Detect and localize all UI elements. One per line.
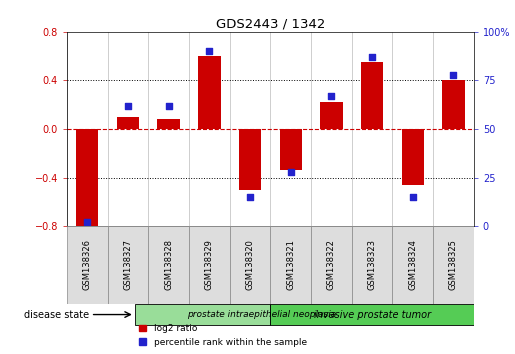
Point (409, 194, 417, 200)
Point (205, 48, 214, 54)
Point (165, 103, 173, 108)
Bar (320, 102, 342, 129)
Bar (76, 129, 98, 228)
Text: GSM138327: GSM138327 (124, 239, 132, 290)
Text: GSM138329: GSM138329 (205, 239, 214, 290)
Text: GSM138325: GSM138325 (449, 239, 458, 290)
Bar (239, 129, 261, 190)
Bar (392, 226, 433, 304)
Bar (442, 80, 465, 129)
Title: GDS2443 / 1342: GDS2443 / 1342 (216, 18, 325, 31)
Bar (230, 226, 270, 304)
Bar (67, 226, 108, 304)
Point (286, 169, 295, 175)
Bar (270, 304, 474, 325)
Point (449, 72, 458, 78)
Bar (108, 226, 148, 304)
Text: disease state: disease state (24, 309, 89, 320)
Point (246, 194, 254, 200)
Text: GSM138322: GSM138322 (327, 239, 336, 290)
Text: GSM138321: GSM138321 (286, 239, 295, 290)
Text: GSM138320: GSM138320 (246, 239, 254, 290)
Bar (135, 304, 270, 325)
Bar (352, 226, 392, 304)
Legend: log2 ratio, percentile rank within the sample: log2 ratio, percentile rank within the s… (139, 324, 307, 347)
Text: GSM138324: GSM138324 (408, 239, 417, 290)
Text: GSM138323: GSM138323 (368, 239, 376, 290)
Bar (280, 129, 302, 170)
Text: prostate intraepithelial neoplasia: prostate intraepithelial neoplasia (187, 310, 336, 319)
Bar (158, 119, 180, 129)
Point (83, 219, 92, 225)
Point (328, 93, 336, 99)
Bar (433, 226, 474, 304)
Point (368, 54, 376, 60)
Bar (189, 226, 230, 304)
Text: GSM138326: GSM138326 (83, 239, 92, 290)
Bar (402, 129, 424, 185)
Text: invasive prostate tumor: invasive prostate tumor (314, 309, 431, 320)
Point (124, 103, 132, 108)
Bar (148, 226, 189, 304)
Bar (311, 226, 352, 304)
Bar (361, 62, 383, 129)
Text: GSM138328: GSM138328 (164, 239, 173, 290)
Bar (270, 226, 311, 304)
Bar (117, 117, 139, 129)
Bar (198, 56, 220, 129)
